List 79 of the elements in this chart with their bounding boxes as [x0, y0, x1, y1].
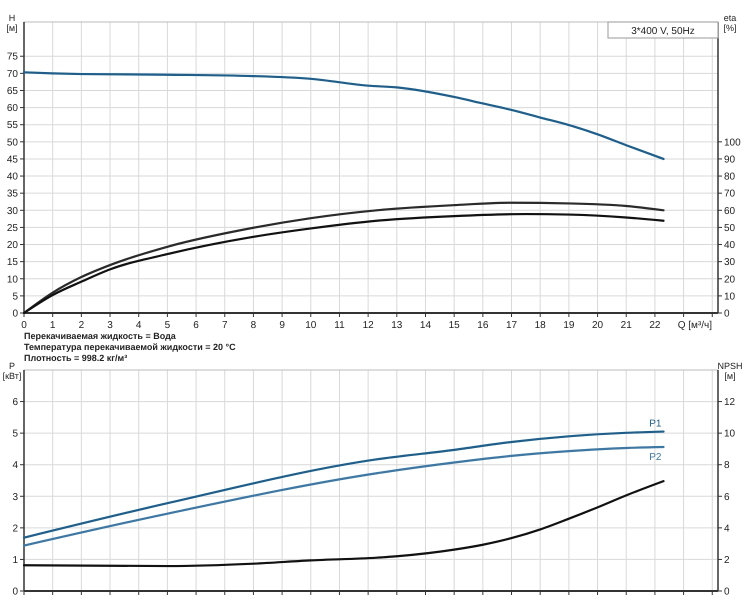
x-tick-label: 18 — [534, 320, 546, 331]
y-tick-label: 50 — [6, 137, 18, 148]
y-tick-label: 2 — [12, 523, 18, 534]
line-series — [22, 480, 665, 568]
x-tick-label: 13 — [391, 320, 403, 331]
y2-tick-label: 0 — [724, 586, 730, 598]
y-tick-label: 75 — [6, 52, 18, 63]
y-tick-label: 20 — [6, 240, 18, 252]
x-tick-label: 10 — [305, 320, 317, 331]
y2-tick-label: 30 — [724, 257, 736, 268]
y-tick-label: 0 — [12, 586, 18, 598]
y-tick-label: 40 — [6, 172, 18, 183]
y2-tick-label: 20 — [724, 274, 736, 286]
y2-tick-label: 10 — [724, 291, 736, 302]
y2-tick-label: 10 — [724, 428, 736, 440]
text: Перекачиваемая жидкость = Вода — [24, 331, 177, 341]
y2-axis-title: eta [%] — [723, 13, 737, 33]
y-tick-label: 3 — [12, 492, 18, 503]
line-series — [22, 446, 665, 547]
y-tick-label: 55 — [6, 120, 18, 132]
x-tick-label: 3 — [107, 320, 114, 331]
y-tick-label: 10 — [6, 274, 18, 286]
x-tick-label: 11 — [334, 320, 346, 331]
x-tick-label: 14 — [420, 320, 432, 331]
x-tick-label: 8 — [250, 320, 257, 331]
y2-axis-title: NPSH [м] — [717, 361, 743, 381]
y-tick-label: 6 — [12, 397, 18, 408]
y-tick-label: 1 — [12, 554, 18, 566]
x-tick-label: 21 — [620, 320, 632, 331]
y2-tick-label: 6 — [724, 492, 730, 503]
y2-tick-label: 0 — [724, 308, 730, 320]
y-tick-label: 25 — [6, 222, 18, 234]
x-axis-title: Q [м³/ч] — [678, 320, 712, 331]
x-tick-label: 19 — [563, 320, 575, 331]
x-tick-label: 16 — [477, 320, 489, 331]
y-tick-label: 5 — [12, 428, 18, 440]
y-tick-label: 35 — [6, 188, 18, 200]
x-tick-label: 1 — [50, 320, 56, 331]
y2-tick-label: 60 — [724, 206, 736, 217]
y-axis-title: P [кВт] — [2, 361, 22, 381]
y2-tick-label: 40 — [724, 240, 736, 252]
y2-tick-label: 80 — [724, 172, 736, 183]
y-tick-label: 30 — [6, 206, 18, 217]
x-tick-label: 17 — [506, 320, 518, 331]
y-tick-label: 70 — [6, 68, 18, 80]
text: Плотность = 998.2 кг/м³ — [24, 353, 128, 363]
y-axis-title: H [м] — [6, 13, 18, 33]
series-label: P1 — [649, 418, 662, 430]
y2-tick-label: 2 — [724, 554, 730, 566]
text: Температура перекачиваемой жидкости = 20 °C — [24, 342, 236, 352]
y2-tick-label: 12 — [724, 397, 736, 408]
y-tick-label: 45 — [6, 154, 18, 166]
line-series — [22, 430, 665, 539]
y2-tick-label: 100 — [724, 137, 742, 148]
y-tick-label: 5 — [12, 291, 18, 302]
x-tick-label: 7 — [222, 320, 228, 331]
annotation: 3*400 V, 50Hz — [631, 26, 695, 37]
y-tick-label: 60 — [6, 103, 18, 114]
y2-tick-label: 70 — [724, 188, 736, 200]
x-tick-label: 4 — [136, 320, 142, 331]
x-tick-label: 5 — [164, 320, 171, 331]
y2-tick-label: 90 — [724, 154, 736, 166]
x-tick-label: 6 — [193, 320, 200, 331]
x-tick-label: 20 — [592, 320, 604, 331]
y2-tick-label: 8 — [724, 460, 730, 472]
series-label: P2 — [649, 452, 662, 464]
x-tick-label: 15 — [448, 320, 460, 331]
y-tick-label: 65 — [6, 86, 18, 97]
y-tick-label: 0 — [12, 308, 18, 320]
x-tick-label: 2 — [78, 320, 85, 331]
x-tick-label: 9 — [279, 320, 286, 331]
y2-tick-label: 50 — [724, 222, 736, 234]
y-tick-label: 15 — [6, 257, 18, 268]
x-tick-label: 12 — [362, 320, 374, 331]
x-tick-label: 22 — [649, 320, 661, 331]
y2-tick-label: 4 — [724, 523, 730, 534]
x-tick-label: 0 — [21, 320, 28, 331]
y-tick-label: 4 — [12, 460, 18, 472]
line-series — [22, 71, 665, 160]
